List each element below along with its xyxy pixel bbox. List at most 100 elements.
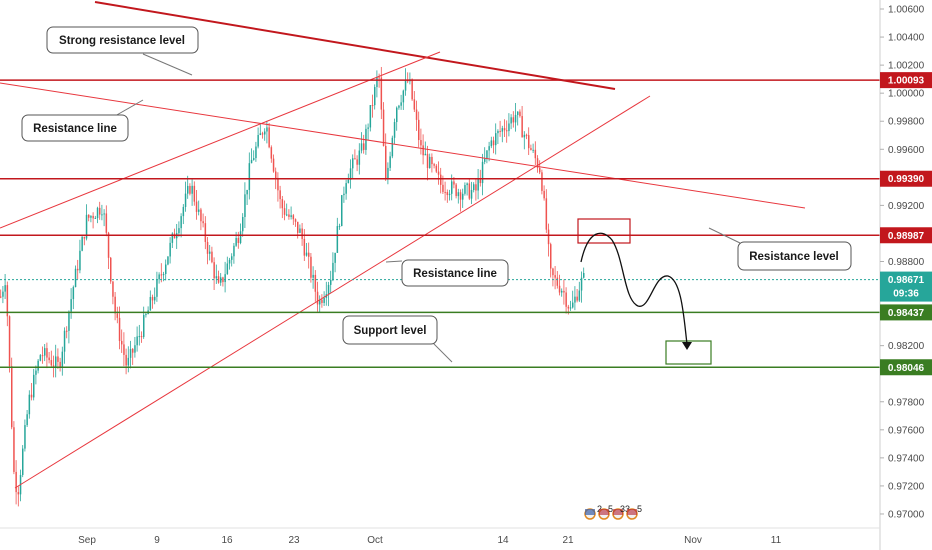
- candle-body: [332, 262, 334, 280]
- time-axis[interactable]: Sep 9 16 23 Oct 14 21 Nov 11: [0, 527, 880, 546]
- y-tick-label: 1.00600: [888, 5, 925, 16]
- candle-body: [387, 167, 389, 180]
- callout-resistance-level[interactable]: Resistance level: [708, 227, 852, 271]
- x-tick-label: 23: [288, 535, 300, 546]
- candle-body: [22, 448, 24, 475]
- candle-body: [319, 299, 321, 305]
- candle-body: [455, 184, 457, 197]
- candle-body: [83, 236, 86, 239]
- strong-resistance-trendline[interactable]: [94, 1, 616, 90]
- candle-body: [574, 296, 576, 303]
- target-zone-box[interactable]: [665, 340, 712, 365]
- callout-resistance-line-mid-text: Resistance line: [413, 268, 497, 280]
- candle-body: [28, 394, 31, 415]
- candle-body: [41, 355, 44, 357]
- callout-resistance-line-left[interactable]: Resistance line: [21, 99, 144, 142]
- candle-body: [530, 148, 532, 150]
- candle-body: [550, 244, 552, 269]
- sell-zone-box[interactable]: [577, 218, 631, 244]
- candle-body: [385, 145, 387, 180]
- candle-body: [413, 99, 416, 110]
- candle-body: [292, 215, 295, 220]
- candle-body: [268, 127, 270, 148]
- candle-body: [415, 109, 418, 120]
- candle-body: [6, 285, 9, 317]
- candle-body: [8, 316, 11, 367]
- x-tick-label: Oct: [367, 535, 383, 546]
- candle-body: [204, 223, 207, 242]
- level-badge: [880, 304, 932, 321]
- candle-body: [255, 146, 257, 159]
- channel-upper-line[interactable]: [0, 51, 441, 229]
- candle-body: [264, 131, 266, 135]
- candle-body: [468, 183, 471, 199]
- price-axis[interactable]: 1.00600 1.00400 1.00200 1.00000 0.99800 0.996…: [879, 0, 932, 550]
- candle-body: [528, 135, 530, 149]
- candle-body: [576, 296, 578, 301]
- candle-body: [503, 128, 506, 131]
- candle-body: [464, 185, 466, 194]
- candle-body: [57, 356, 59, 362]
- trendlines: [0, 1, 806, 489]
- candle-body: [532, 149, 534, 151]
- projection: [577, 218, 712, 365]
- candle-body: [374, 87, 376, 106]
- candle-body: [138, 336, 141, 338]
- candle-body: [354, 158, 356, 160]
- candle-body: [250, 159, 253, 164]
- candle-body: [123, 344, 125, 355]
- candle-body: [308, 252, 310, 257]
- y-tick-label: 1.00000: [888, 89, 925, 100]
- y-tick-label: 0.97200: [888, 481, 925, 492]
- candle-body: [330, 279, 332, 285]
- candle-body: [358, 150, 361, 165]
- candle-body: [477, 179, 479, 191]
- descending-resistance-line[interactable]: [0, 82, 806, 209]
- candle-body: [310, 256, 312, 278]
- candle-body: [525, 134, 528, 136]
- candle-body: [389, 156, 391, 168]
- callout-resistance-line-mid[interactable]: Resistance line: [385, 259, 509, 287]
- candle-body: [46, 348, 48, 358]
- candle-body: [143, 314, 145, 337]
- candle-body: [563, 290, 565, 293]
- candle-body: [578, 290, 581, 301]
- x-tick-label: 14: [497, 535, 509, 546]
- economic-events[interactable]: 2 5 33 5: [584, 504, 642, 520]
- candle-body: [77, 268, 79, 271]
- candle-body: [512, 117, 515, 123]
- candle-body: [253, 158, 255, 160]
- candle-body: [501, 128, 504, 132]
- candle-body: [534, 149, 537, 159]
- event-flag-4[interactable]: 5: [626, 504, 642, 520]
- event-flag-2[interactable]: 5: [598, 504, 613, 520]
- callout-strong-resistance-level[interactable]: Strong resistance level: [46, 26, 199, 76]
- candle-body: [85, 214, 88, 239]
- candle-body: [316, 291, 319, 305]
- candle-body: [543, 190, 545, 199]
- candle-body: [490, 140, 493, 147]
- candle-body: [118, 317, 121, 341]
- channel-lower-line[interactable]: [14, 95, 651, 489]
- candle-body: [92, 215, 94, 219]
- candle-body: [448, 193, 451, 196]
- candle-body: [517, 111, 519, 115]
- candle-body: [506, 130, 508, 132]
- callout-support-level[interactable]: Support level: [342, 315, 453, 363]
- candle-body: [345, 183, 347, 194]
- candle-body: [127, 357, 130, 366]
- candle-body: [396, 107, 398, 123]
- candle-body: [242, 216, 244, 232]
- candle-body: [15, 471, 17, 493]
- candle-body: [90, 215, 92, 218]
- candle-body: [442, 184, 444, 192]
- level-badge: [880, 359, 932, 376]
- candle-body: [50, 360, 53, 366]
- event-flag-3[interactable]: 33: [612, 504, 630, 520]
- candle-body: [81, 236, 83, 251]
- candle-body: [0, 296, 2, 298]
- candle-body: [178, 228, 180, 234]
- projection-arrowhead: [682, 342, 692, 350]
- y-tick-label: 0.99200: [888, 201, 925, 212]
